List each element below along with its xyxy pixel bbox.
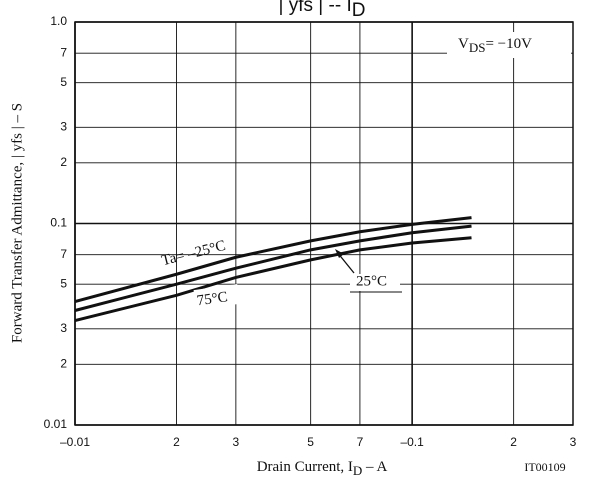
y-tick-label: 3 <box>60 321 67 335</box>
y-tick-label: 7 <box>60 45 67 59</box>
series-label: 75°C <box>196 289 229 309</box>
label-bg <box>350 274 400 291</box>
y-tick-label: 5 <box>60 276 67 290</box>
x-tick-label: –0.1 <box>400 435 424 449</box>
series-label: 25°C <box>356 273 387 289</box>
y-tick-label: 0.01 <box>44 417 68 431</box>
x-tick-label: –0.01 <box>60 435 90 449</box>
x-tick-label: 2 <box>510 435 517 449</box>
y-axis-label: Forward Transfer Admittance, | yfs | – S <box>9 103 25 343</box>
x-tick-label: 2 <box>173 435 180 449</box>
condition-label: VDS= −10V <box>458 36 532 55</box>
x-axis-label: Drain Current, ID – A <box>257 459 388 478</box>
y-tick-label: 1.0 <box>50 14 67 28</box>
y-tick-label: 3 <box>60 120 67 134</box>
y-tick-label: 2 <box>60 155 67 169</box>
curve <box>74 236 472 322</box>
curve <box>74 224 472 312</box>
arrow-head <box>335 249 344 258</box>
label-bg <box>193 283 240 310</box>
x-tick-label: 3 <box>233 435 240 449</box>
y-tick-label: 0.1 <box>50 216 67 230</box>
y-tick-label: 7 <box>60 247 67 261</box>
chart-title: | yfs | -- ID <box>279 0 366 21</box>
series-label: Ta= –25°C <box>160 238 227 269</box>
condition-box <box>447 32 571 58</box>
y-tick-label: 5 <box>60 75 67 89</box>
curve <box>74 216 472 303</box>
figure-code: IT00109 <box>524 460 565 474</box>
y-tick-label: 2 <box>60 357 67 371</box>
x-tick-label: 7 <box>357 435 364 449</box>
x-tick-label: 5 <box>307 435 314 449</box>
x-tick-label: 3 <box>570 435 577 449</box>
